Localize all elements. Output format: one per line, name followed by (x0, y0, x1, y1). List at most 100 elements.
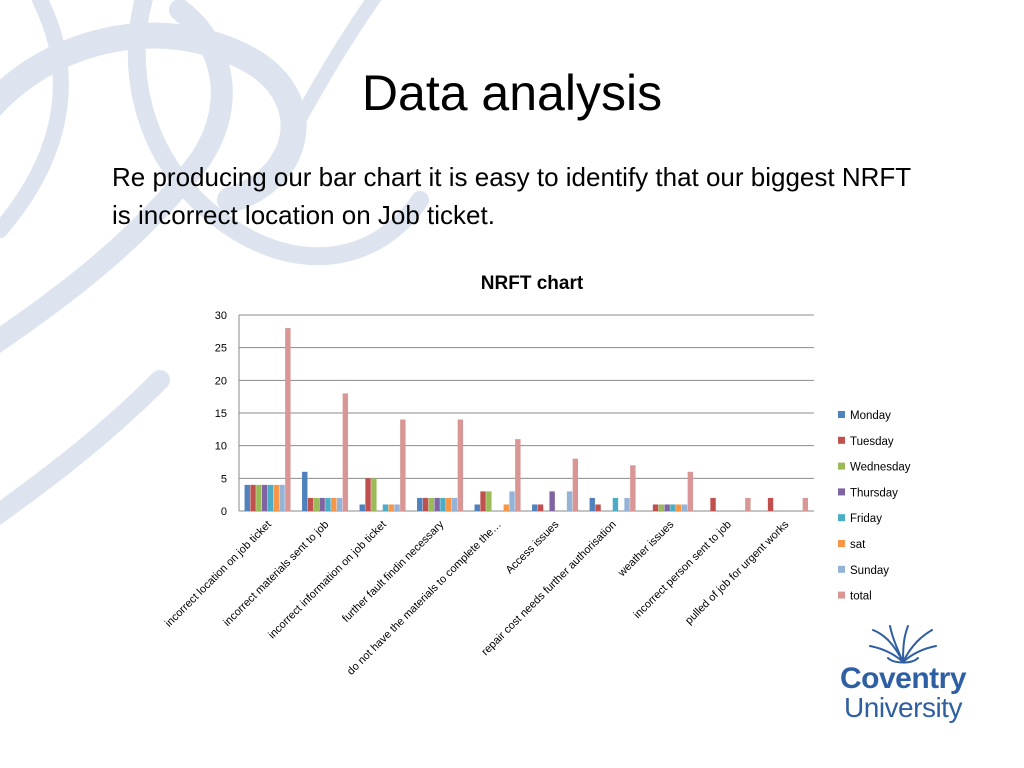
bar-sunday-4 (509, 491, 515, 511)
bar-wednesday-7 (658, 504, 665, 511)
logo-text-line2: University (844, 692, 962, 723)
bar-sat-4 (503, 504, 509, 511)
bar-total-2 (400, 419, 406, 511)
bar-sunday-1 (336, 497, 343, 511)
bar-tuesday-2 (365, 478, 371, 511)
bar-friday-6 (612, 497, 619, 511)
bar-total-5 (572, 458, 579, 511)
bar-sat-2 (388, 504, 394, 511)
x-tick-label: repair cost needs further authorisation (479, 519, 618, 658)
x-tick-label: incorrect location on job ticket (163, 519, 274, 630)
y-tick-label: 30 (215, 310, 227, 322)
bar-sunday-3 (451, 497, 458, 511)
university-crest-icon (869, 625, 937, 664)
slide-body-text: Re producing our bar chart it is easy to… (112, 162, 911, 230)
bar-total-6 (630, 465, 636, 511)
bar-wednesday-1 (313, 497, 320, 511)
bar-wednesday-4 (486, 491, 492, 511)
chart-title: NRFT chart (481, 273, 584, 294)
bar-tuesday-4 (480, 491, 486, 511)
x-tick-label: incorrect information on job ticket (266, 519, 389, 642)
bar-thursday-0 (261, 484, 268, 511)
x-tick-label: incorrect person sent to job (632, 519, 734, 621)
bar-friday-0 (267, 484, 274, 511)
bar-monday-0 (244, 484, 250, 511)
y-tick-label: 20 (215, 375, 227, 387)
bar-friday-1 (325, 497, 331, 511)
y-tick-label: 5 (221, 473, 227, 485)
bar-sat-3 (446, 497, 452, 511)
legend-swatch-wednesday (838, 462, 845, 470)
x-tick-label: Access issues (504, 518, 562, 576)
bar-monday-3 (417, 497, 423, 511)
bar-sunday-7 (681, 504, 688, 511)
bar-total-7 (687, 471, 694, 511)
bar-tuesday-3 (422, 497, 429, 511)
bar-sunday-0 (279, 484, 285, 511)
bar-sunday-6 (624, 497, 630, 511)
legend-swatch-monday (838, 411, 845, 418)
bar-total-0 (285, 328, 291, 511)
legend-swatch-total (838, 591, 845, 599)
bar-tuesday-0 (250, 484, 256, 511)
y-tick-label: 0 (221, 506, 227, 518)
chart-y-tick-labels: 0 5 10 15 20 25 30 (215, 310, 227, 518)
legend-swatch-friday (838, 514, 845, 522)
y-tick-label: 10 (215, 441, 227, 453)
slide-title: Data analysis (361, 65, 663, 121)
bar-tuesday-1 (307, 497, 314, 511)
legend-label-monday: Monday (850, 410, 891, 422)
bar-tuesday-9 (767, 497, 774, 511)
logo-text-line1: Coventry (839, 662, 967, 695)
legend-swatch-sat (838, 540, 845, 547)
bar-sat-1 (331, 497, 337, 511)
legend-label-friday: Friday (850, 513, 882, 525)
bar-total-3 (457, 419, 464, 511)
bar-friday-2 (382, 504, 389, 511)
chart-bars (244, 328, 809, 511)
bar-wednesday-3 (428, 497, 435, 511)
bar-total-4 (515, 439, 521, 511)
x-tick-label: incorrect materials sent to job (221, 519, 331, 629)
bar-monday-4 (474, 504, 480, 511)
bar-tuesday-5 (537, 504, 544, 511)
bar-sat-7 (676, 504, 682, 511)
bar-tuesday-8 (710, 497, 716, 511)
bar-thursday-3 (434, 497, 440, 511)
legend-label-tuesday: Tuesday (850, 436, 894, 448)
bar-thursday-5 (549, 491, 555, 511)
legend-swatch-thursday (838, 488, 845, 496)
bar-tuesday-6 (595, 504, 601, 511)
legend-label-wednesday: Wednesday (850, 462, 911, 474)
bar-thursday-7 (664, 504, 670, 511)
legend-swatch-sunday (838, 565, 845, 573)
legend-label-thursday: Thursday (850, 487, 898, 499)
bar-monday-2 (359, 504, 365, 511)
chart-legend: Monday Tuesday Wednesday Thursday Friday sat S… (838, 410, 911, 603)
bar-sunday-5 (566, 491, 573, 511)
x-tick-label: further fault findin necessary (340, 518, 447, 625)
bar-monday-6 (589, 497, 595, 511)
bar-wednesday-2 (371, 478, 377, 511)
legend-label-total: total (850, 591, 872, 603)
bar-tuesday-7 (652, 504, 659, 511)
bar-total-1 (342, 393, 349, 511)
bar-total-8 (745, 497, 751, 511)
bar-friday-3 (440, 497, 446, 511)
x-tick-label: weather issues (615, 518, 676, 579)
y-tick-label: 15 (215, 408, 227, 420)
bar-sat-0 (273, 484, 279, 511)
bar-monday-5 (532, 504, 538, 511)
y-tick-label: 25 (215, 343, 227, 355)
legend-swatch-tuesday (838, 436, 845, 444)
bar-thursday-1 (319, 497, 325, 511)
bar-wednesday-0 (256, 484, 262, 511)
legend-label-sat: sat (850, 539, 866, 551)
bar-monday-1 (302, 471, 308, 511)
bar-sunday-2 (394, 504, 400, 511)
bar-total-9 (802, 497, 809, 511)
chart-gridlines (238, 314, 814, 512)
chart-x-tick-labels: incorrect location on job ticketincorrec… (163, 518, 792, 677)
